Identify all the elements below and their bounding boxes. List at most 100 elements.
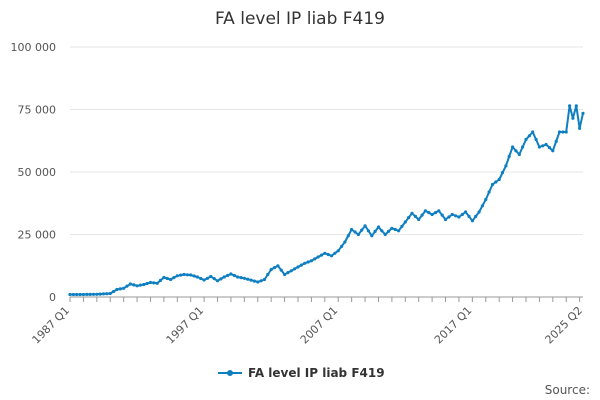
data-point[interactable] [128, 282, 132, 286]
data-point[interactable] [152, 281, 156, 285]
data-point[interactable] [158, 278, 163, 282]
data-point[interactable] [457, 215, 461, 219]
data-point[interactable] [336, 249, 340, 253]
data-point[interactable] [169, 277, 173, 282]
data-point[interactable] [279, 268, 283, 272]
data-point[interactable] [319, 253, 324, 257]
data-point[interactable] [249, 278, 253, 282]
data-point[interactable] [142, 282, 146, 287]
data-point[interactable] [266, 272, 270, 277]
data-point[interactable] [91, 292, 96, 296]
data-point[interactable] [554, 139, 558, 143]
data-point[interactable] [551, 149, 555, 153]
data-point[interactable] [148, 280, 153, 285]
data-point[interactable] [474, 214, 478, 218]
data-point[interactable] [571, 116, 575, 120]
data-point[interactable] [269, 267, 273, 272]
data-point[interactable] [581, 111, 585, 115]
data-point[interactable] [497, 177, 501, 182]
data-point[interactable] [561, 130, 565, 134]
data-point[interactable] [283, 272, 287, 277]
data-point[interactable] [527, 134, 532, 138]
data-point[interactable] [286, 271, 290, 275]
data-point[interactable] [132, 283, 136, 287]
data-point[interactable] [430, 212, 434, 217]
data-point[interactable] [578, 126, 582, 130]
data-point[interactable] [427, 211, 431, 215]
data-point[interactable] [222, 275, 226, 279]
data-point[interactable] [440, 213, 444, 217]
data-point[interactable] [209, 274, 213, 279]
data-point[interactable] [316, 255, 320, 259]
data-point[interactable] [182, 272, 186, 277]
data-point[interactable] [323, 251, 327, 255]
data-point[interactable] [568, 104, 572, 108]
data-point[interactable] [353, 230, 357, 234]
data-point[interactable] [165, 276, 169, 281]
data-point[interactable] [306, 260, 310, 264]
data-point[interactable] [454, 214, 458, 218]
data-point[interactable] [329, 254, 334, 258]
data-point[interactable] [410, 211, 414, 215]
data-point[interactable] [343, 240, 347, 244]
data-point[interactable] [470, 219, 474, 223]
data-point[interactable] [215, 279, 220, 283]
data-point[interactable] [252, 279, 256, 283]
data-point[interactable] [333, 251, 337, 255]
data-point[interactable] [356, 232, 360, 237]
data-point[interactable] [272, 266, 277, 270]
data-point[interactable] [407, 216, 411, 220]
data-point[interactable] [138, 283, 142, 287]
data-point[interactable] [443, 217, 448, 222]
data-point[interactable] [340, 244, 344, 248]
data-point[interactable] [101, 292, 106, 296]
data-point[interactable] [531, 130, 535, 134]
data-point[interactable] [403, 220, 407, 224]
data-point[interactable] [360, 228, 364, 232]
data-point[interactable] [81, 292, 85, 297]
data-point[interactable] [155, 281, 159, 285]
legend[interactable]: FA level IP liab F419 [218, 366, 385, 380]
data-point[interactable] [239, 276, 243, 280]
data-point[interactable] [212, 277, 216, 281]
data-point[interactable] [400, 224, 404, 228]
data-point[interactable] [98, 292, 102, 296]
data-point[interactable] [494, 180, 498, 184]
data-point[interactable] [544, 142, 548, 147]
data-point[interactable] [370, 234, 374, 238]
data-point[interactable] [246, 277, 250, 281]
data-point[interactable] [433, 211, 438, 215]
data-point[interactable] [541, 144, 545, 148]
data-point[interactable] [175, 274, 179, 278]
data-point[interactable] [122, 286, 126, 290]
data-point[interactable] [108, 291, 112, 296]
data-point[interactable] [259, 279, 263, 283]
data-point[interactable] [115, 287, 119, 292]
data-point[interactable] [484, 197, 488, 202]
data-point[interactable] [71, 292, 75, 297]
data-point[interactable] [85, 292, 89, 296]
data-point[interactable] [350, 227, 354, 232]
data-point[interactable] [118, 287, 122, 291]
data-point[interactable] [229, 272, 233, 276]
data-point[interactable] [299, 263, 303, 267]
data-point[interactable] [195, 275, 199, 279]
data-point[interactable] [236, 275, 240, 279]
data-point[interactable] [500, 171, 505, 175]
data-point[interactable] [534, 137, 538, 142]
data-point[interactable] [105, 292, 109, 296]
data-point[interactable] [256, 280, 260, 284]
data-point[interactable] [309, 259, 313, 263]
data-point[interactable] [78, 292, 82, 297]
data-point[interactable] [145, 281, 149, 286]
data-point[interactable] [289, 269, 293, 273]
data-point[interactable] [162, 275, 166, 280]
data-point[interactable] [557, 130, 562, 134]
data-point[interactable] [202, 278, 206, 282]
data-point[interactable] [524, 137, 528, 142]
data-point[interactable] [179, 273, 183, 277]
data-point[interactable] [537, 145, 542, 149]
data-point[interactable] [232, 273, 236, 278]
data-point[interactable] [192, 274, 196, 278]
data-point[interactable] [189, 273, 193, 277]
